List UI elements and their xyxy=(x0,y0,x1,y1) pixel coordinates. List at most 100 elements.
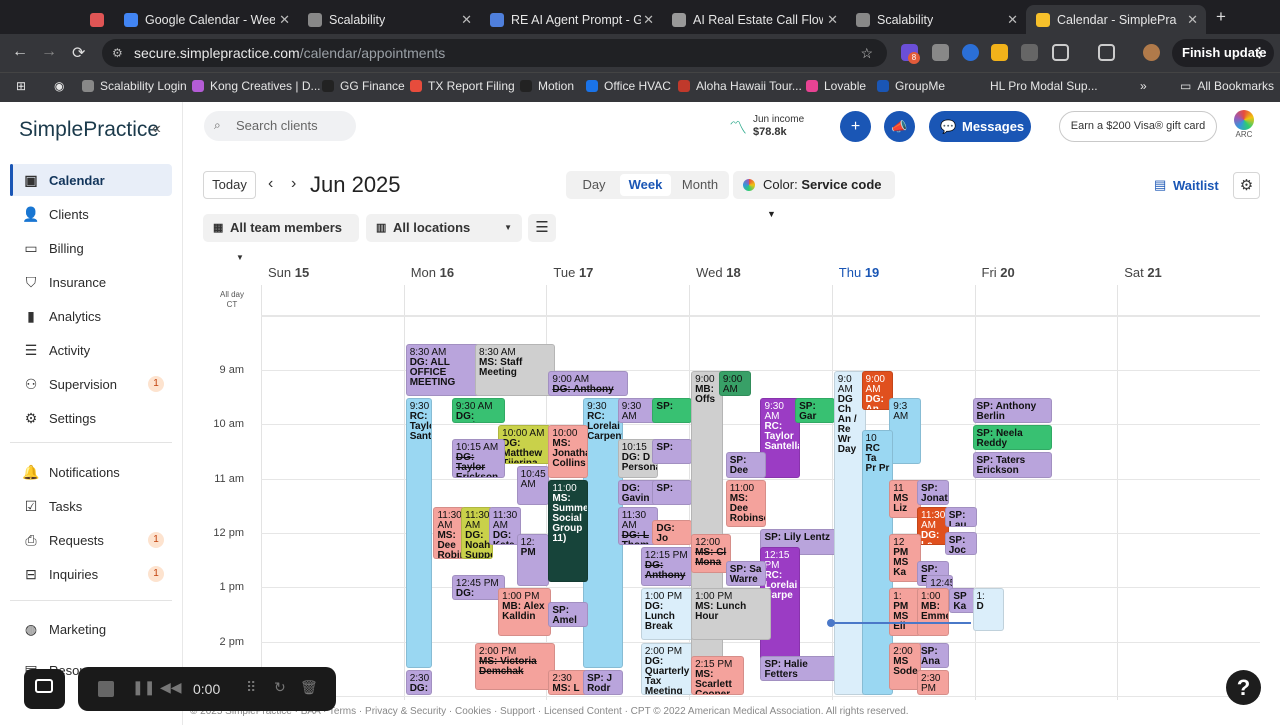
bookmark-item[interactable]: Scalability Login xyxy=(82,79,187,93)
bookmark-item[interactable]: Kong Creatives | D... xyxy=(192,79,321,93)
appointment-event[interactable]: 12 PM MS Ka xyxy=(889,533,922,582)
gift-card-button[interactable]: Earn a $200 Visa® gift card xyxy=(1059,111,1217,142)
appointment-event[interactable]: 8:30 AM DG: ALL OFFICE MEETING xyxy=(405,343,486,397)
appointment-event[interactable]: 2:30 MS: L xyxy=(548,669,589,695)
close-tab-icon[interactable]: ✕ xyxy=(643,12,654,27)
appointment-event[interactable]: 2:00 PM MS: Victoria Demchak xyxy=(475,642,555,691)
team-filter[interactable]: ▦ All team members ▼ xyxy=(203,214,359,262)
browser-tab[interactable]: RE AI Agent Prompt - Go ✕ xyxy=(480,5,662,34)
appointment-event[interactable]: 9:3 AM xyxy=(889,398,922,465)
calendar-settings-icon[interactable]: ⚙ xyxy=(1233,172,1260,199)
close-tab-icon[interactable]: ✕ xyxy=(827,12,838,27)
day-header-sat[interactable]: Sat 21 xyxy=(1124,265,1162,280)
appointment-event[interactable]: 1:00 PM MS: Lunch Hour xyxy=(691,588,771,641)
appointment-event[interactable]: 12: PM xyxy=(516,533,549,587)
profile-avatar[interactable] xyxy=(1143,44,1160,61)
bookmark-item[interactable]: Lovable xyxy=(806,79,866,93)
bookmark-item[interactable]: HL Pro Modal Sup... xyxy=(972,79,1098,93)
all-bookmarks[interactable]: ▭ All Bookmarks xyxy=(1180,79,1274,93)
appointment-event[interactable]: 12:15 PM DG: Anthony xyxy=(640,547,695,587)
appointment-event[interactable]: SP: Sa Warre xyxy=(725,561,766,587)
grip-icon[interactable]: ⠿ xyxy=(246,679,257,695)
filter-settings-icon[interactable]: ☰ xyxy=(528,214,556,242)
appointment-event[interactable]: 2:00 MS Sode xyxy=(889,642,922,691)
browser-tab[interactable] xyxy=(80,5,114,34)
appointment-event[interactable]: 10:15 AM DG: Taylor Erickson xyxy=(451,438,506,478)
globe-bookmark-icon[interactable]: ◉ xyxy=(54,79,65,93)
close-tab-icon[interactable]: ✕ xyxy=(1007,12,1018,27)
appointment-event[interactable]: SP: Halie Fetters xyxy=(760,656,841,682)
appointment-event[interactable]: SP: xyxy=(652,438,693,465)
sidebar-item-activity[interactable]: ☰ Activity xyxy=(10,334,172,366)
back-icon[interactable]: ← xyxy=(12,43,28,60)
day-header-tue[interactable]: Tue 17 xyxy=(553,265,593,280)
bookmark-star-icon[interactable]: ☆ xyxy=(860,45,873,61)
view-day-button[interactable]: Day xyxy=(582,177,606,192)
appointment-event[interactable]: SP: Lau xyxy=(944,506,977,528)
appointment-event[interactable]: DG: Jo xyxy=(652,520,693,546)
day-header-wed[interactable]: Wed 18 xyxy=(696,265,741,280)
arc-logo[interactable]: ARC xyxy=(1232,110,1256,139)
today-button[interactable]: Today xyxy=(203,171,256,199)
bookmark-item[interactable]: TX Report Filing xyxy=(410,79,515,93)
sidebar-item-marketing[interactable]: ◍ Marketing xyxy=(10,613,172,645)
appointment-event[interactable]: 9:0 AM DG Ch An / Re Wr Day xyxy=(833,371,866,695)
appointment-event[interactable]: SP: Neela Reddy xyxy=(972,425,1053,451)
view-week-button[interactable]: Week xyxy=(620,174,671,196)
sidebar-item-settings[interactable]: ⚙ Settings xyxy=(10,402,172,434)
appointment-event[interactable]: SP: Joc xyxy=(944,532,977,555)
color-selector[interactable]: Color: Service code ▼ xyxy=(733,171,895,219)
sidebar-item-billing[interactable]: ▭ Billing xyxy=(10,232,172,264)
appointment-event[interactable]: 1:00 PM MB: Alex Kalldin xyxy=(498,588,552,636)
extension-icon[interactable] xyxy=(962,44,979,61)
appointment-event[interactable]: SP: Jonathan xyxy=(917,479,949,505)
trash-icon[interactable]: 🗑 xyxy=(300,679,318,695)
sidebar-item-insurance[interactable]: ⛉ Insurance xyxy=(10,266,172,298)
appointment-event[interactable]: 8:30 AM MS: Staff Meeting xyxy=(475,343,555,397)
day-header-mon[interactable]: Mon 16 xyxy=(411,265,454,280)
appointment-event[interactable]: SP: Amel xyxy=(548,601,589,627)
appointment-event[interactable]: SP: xyxy=(652,479,693,505)
messages-button[interactable]: 💬 Messages xyxy=(929,111,1031,142)
extension-icon[interactable] xyxy=(991,44,1008,61)
appointment-event[interactable]: SP Ka xyxy=(949,588,976,614)
appointment-event[interactable]: 11:30 AM DG: L Thom xyxy=(617,506,658,546)
sidebar-item-supervision[interactable]: ⚇ Supervision 1 xyxy=(10,368,172,400)
appointment-event[interactable]: 1:00 MB: Emme xyxy=(917,588,949,636)
appointment-event[interactable]: SP: xyxy=(652,398,693,424)
browser-tab[interactable]: AI Real Estate Call Flow ✕ xyxy=(662,5,846,34)
next-week-icon[interactable]: › xyxy=(291,175,297,192)
appointment-event[interactable]: SP: Taters Erickson xyxy=(972,452,1053,478)
day-header-thu[interactable]: Thu 19 xyxy=(839,265,880,280)
day-header-sun[interactable]: Sun 15 xyxy=(268,265,309,280)
sidebar-item-requests[interactable]: ⎙ Requests 1 xyxy=(10,524,172,556)
help-button[interactable]: ? xyxy=(1226,670,1261,705)
waitlist-link[interactable]: Waitlist xyxy=(1173,178,1219,193)
bookmark-item[interactable]: Motion xyxy=(520,79,574,93)
close-tab-icon[interactable]: ✕ xyxy=(279,12,290,27)
reload-icon[interactable]: ⟳ xyxy=(72,45,86,62)
appointment-event[interactable]: SP: Gar xyxy=(795,398,835,424)
sidebar-item-clients[interactable]: 👤 Clients xyxy=(10,198,172,230)
browser-tab[interactable]: Calendar - SimplePra ✕ xyxy=(1026,5,1206,34)
income-summary[interactable]: Jun income $78.8k xyxy=(753,113,804,139)
add-button[interactable]: + xyxy=(840,111,871,142)
browser-tab[interactable]: Scalability ✕ xyxy=(846,5,1026,34)
new-tab-icon[interactable]: + xyxy=(1216,7,1226,26)
appointment-event[interactable]: SP: Ana Huereca xyxy=(917,642,949,668)
extension-icon[interactable] xyxy=(932,44,949,61)
bookmark-item[interactable]: GG Finance xyxy=(322,79,405,93)
appointment-event[interactable]: 1: D xyxy=(972,588,1005,632)
browser-tab[interactable]: Google Calendar - Week ✕ xyxy=(114,5,298,34)
sidebar-item-calendar[interactable]: ▣ Calendar xyxy=(10,164,172,196)
